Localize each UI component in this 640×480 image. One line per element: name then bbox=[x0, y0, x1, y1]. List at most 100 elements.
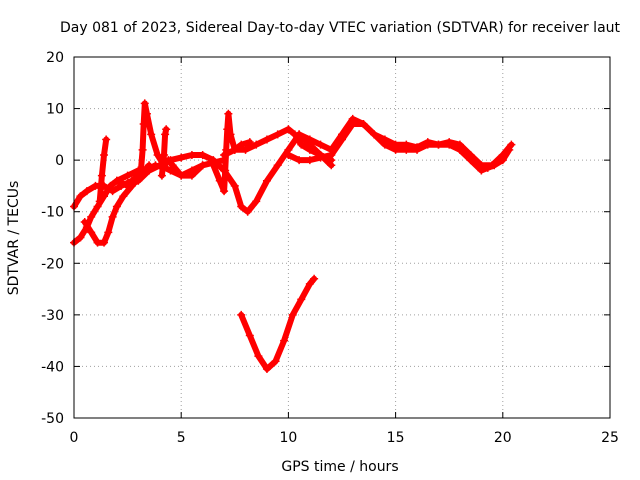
data-point-marker bbox=[108, 212, 117, 221]
plot-frame bbox=[73, 56, 611, 419]
data-point-marker bbox=[76, 192, 85, 201]
data-point-marker bbox=[123, 181, 132, 190]
y-tick-label: -40 bbox=[41, 359, 64, 375]
data-point-marker bbox=[295, 156, 304, 165]
data-point-marker bbox=[209, 161, 218, 170]
data-point-marker bbox=[380, 135, 389, 144]
data-point-marker bbox=[273, 130, 282, 139]
data-point-marker bbox=[139, 120, 148, 129]
data-point-marker bbox=[305, 279, 314, 288]
data-point-marker bbox=[187, 166, 196, 175]
data-point-marker bbox=[112, 176, 121, 185]
data-point-marker bbox=[220, 150, 229, 159]
data-point-marker bbox=[288, 310, 297, 319]
x-tick-label: 5 bbox=[177, 430, 186, 446]
x-tick-label: 0 bbox=[70, 430, 79, 446]
data-point-marker bbox=[87, 228, 96, 237]
data-point-marker bbox=[338, 130, 346, 139]
data-point-marker bbox=[305, 156, 314, 165]
data-point-marker bbox=[305, 145, 314, 154]
data-point-marker bbox=[97, 171, 106, 180]
data-point-marker bbox=[123, 171, 132, 180]
data-point-marker bbox=[243, 207, 252, 216]
data-point-marker bbox=[166, 166, 175, 175]
data-point-marker bbox=[108, 187, 117, 196]
x-tick-label: 20 bbox=[494, 430, 512, 446]
x-tick-label: 25 bbox=[601, 430, 619, 446]
data-point-marker bbox=[423, 138, 432, 147]
data-point-marker bbox=[95, 197, 104, 206]
data-point-marker bbox=[102, 135, 111, 144]
data-point-marker bbox=[157, 171, 166, 180]
data-point-marker bbox=[87, 212, 96, 221]
data-point-marker bbox=[145, 166, 154, 175]
data-point-marker bbox=[262, 135, 271, 144]
y-grid bbox=[74, 108, 610, 367]
data-point-marker bbox=[166, 156, 175, 165]
x-tick-label: 10 bbox=[279, 430, 297, 446]
data-point-marker bbox=[254, 352, 263, 361]
data-point-marker bbox=[359, 120, 368, 129]
data-point-marker bbox=[134, 171, 143, 180]
series-arc-4 bbox=[96, 136, 110, 205]
data-point-marker bbox=[100, 238, 109, 247]
y-ticks: -50 -40 -30 -20 -10 0 10 20 bbox=[41, 50, 610, 427]
data-point-marker bbox=[507, 140, 516, 149]
x-axis-label: GPS time / hours bbox=[281, 459, 398, 475]
data-point-marker bbox=[348, 114, 357, 123]
data-point-marker bbox=[310, 274, 319, 283]
data-point-marker bbox=[466, 150, 475, 159]
data-point-marker bbox=[305, 135, 314, 144]
data-point-marker bbox=[327, 145, 336, 154]
data-point-marker bbox=[82, 187, 91, 196]
data-point-marker bbox=[112, 202, 121, 211]
data-point-marker bbox=[284, 150, 293, 159]
data-point-marker bbox=[271, 357, 280, 366]
data-point-marker bbox=[297, 295, 306, 304]
data-point-marker bbox=[100, 150, 109, 159]
data-point-marker bbox=[262, 176, 271, 185]
data-point-marker bbox=[402, 140, 411, 149]
data-point-marker bbox=[224, 109, 233, 118]
data-point-marker bbox=[155, 161, 164, 170]
data-point-marker bbox=[104, 228, 113, 237]
data-point-marker bbox=[223, 125, 232, 134]
data-point-marker bbox=[262, 365, 271, 374]
series-arc-13 bbox=[238, 275, 318, 372]
data-point-marker bbox=[280, 336, 289, 345]
data-point-marker bbox=[230, 145, 239, 154]
data-point-marker bbox=[187, 150, 196, 159]
x-ticks: 0 5 10 15 20 25 bbox=[70, 57, 619, 446]
data-point-marker bbox=[295, 130, 304, 139]
data-point-marker bbox=[177, 171, 186, 180]
data-point-marker bbox=[119, 192, 128, 201]
data-point-marker bbox=[80, 218, 89, 227]
data-point-marker bbox=[455, 140, 464, 149]
data-point-marker bbox=[237, 310, 246, 319]
data-point-marker bbox=[160, 150, 169, 159]
data-point-marker bbox=[147, 130, 156, 139]
data-point-marker bbox=[230, 181, 239, 190]
data-point-marker bbox=[241, 145, 250, 154]
y-tick-label: 20 bbox=[46, 50, 64, 66]
y-tick-label: 10 bbox=[46, 102, 64, 118]
data-point-marker bbox=[445, 138, 454, 147]
data-point-marker bbox=[76, 233, 85, 242]
data-point-marker bbox=[140, 99, 149, 108]
series-layer bbox=[70, 99, 516, 374]
data-point-marker bbox=[142, 109, 151, 118]
data-point-marker bbox=[226, 130, 235, 139]
data-point-marker bbox=[391, 140, 400, 149]
data-point-marker bbox=[252, 197, 261, 206]
data-point-marker bbox=[215, 176, 224, 185]
data-point-marker bbox=[252, 140, 261, 149]
data-point-marker bbox=[297, 140, 306, 149]
data-point-marker bbox=[221, 166, 230, 175]
data-point-marker bbox=[138, 145, 147, 154]
data-point-marker bbox=[316, 153, 325, 162]
data-point-marker bbox=[245, 331, 254, 340]
x-grid bbox=[180, 57, 504, 418]
data-point-marker bbox=[161, 130, 170, 139]
y-tick-label: -20 bbox=[41, 256, 64, 272]
